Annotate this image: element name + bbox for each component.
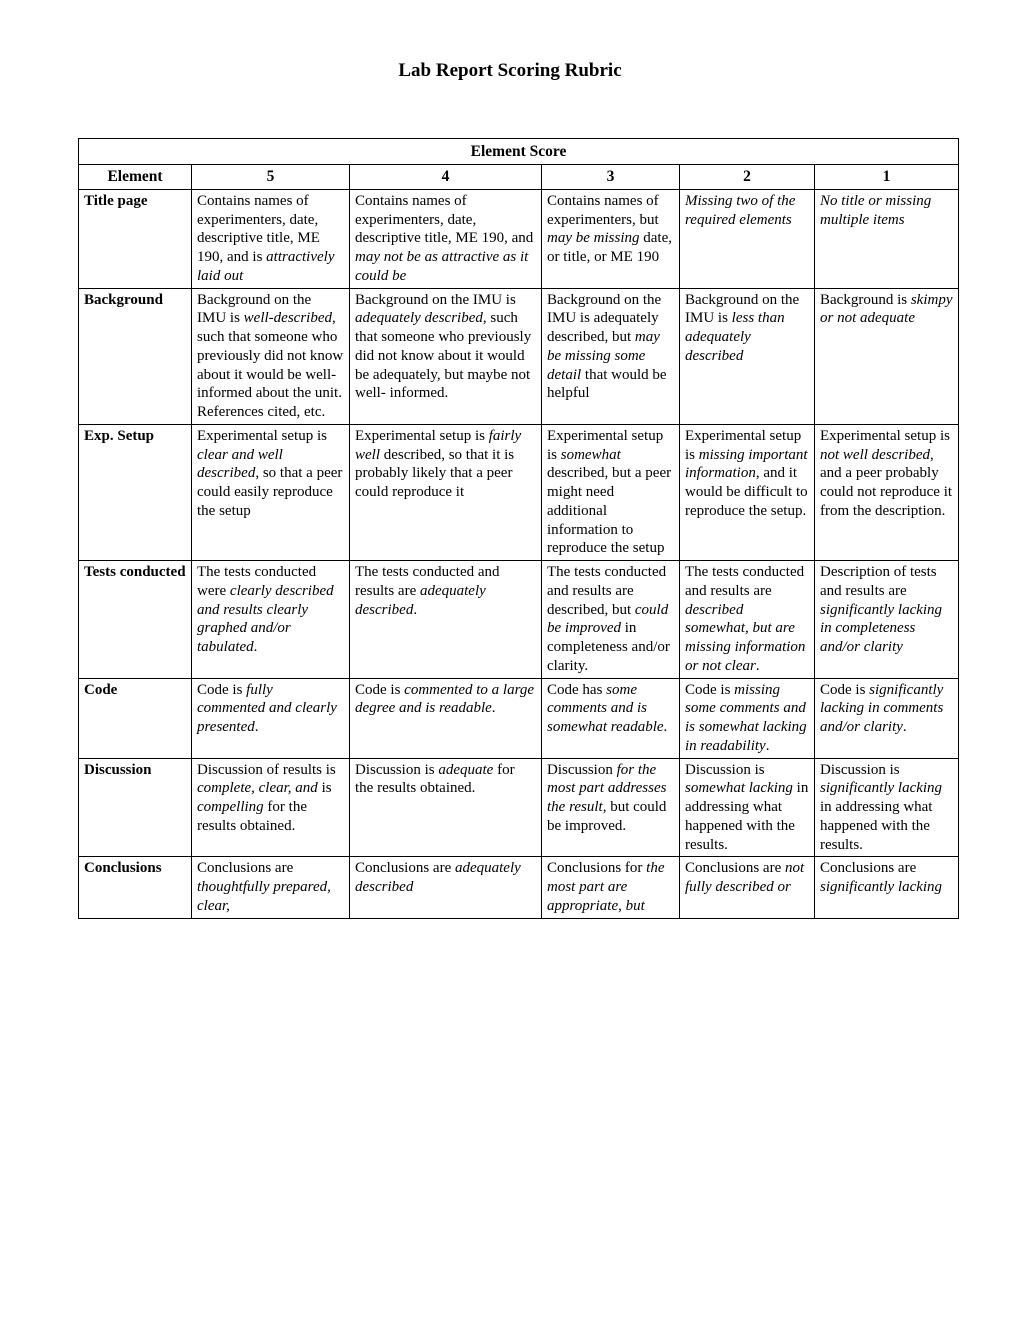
score-cell-3: Conclusions for the most part are approp… bbox=[542, 857, 680, 918]
table-row: ConclusionsConclusions are thoughtfully … bbox=[79, 857, 959, 918]
score-cell-5: Experimental setup is clear and well des… bbox=[192, 424, 350, 560]
table-row: Exp. SetupExperimental setup is clear an… bbox=[79, 424, 959, 560]
score-cell-4: The tests conducted and results are adeq… bbox=[350, 561, 542, 679]
score-cell-4: Discussion is adequate for the results o… bbox=[350, 758, 542, 857]
score-cell-2: Missing two of the required elements bbox=[680, 189, 815, 288]
score-cell-4: Code is commented to a large degree and … bbox=[350, 678, 542, 758]
score-cell-2: Background on the IMU is less than adequ… bbox=[680, 288, 815, 424]
score-cell-1: Background is skimpy or not adequate bbox=[815, 288, 959, 424]
table-header-row: Element 5 4 3 2 1 bbox=[79, 165, 959, 189]
table-row: CodeCode is fully commented and clearly … bbox=[79, 678, 959, 758]
score-cell-3: Discussion for the most part addresses t… bbox=[542, 758, 680, 857]
col-2: 2 bbox=[680, 165, 815, 189]
score-cell-1: Code is significantly lacking in comment… bbox=[815, 678, 959, 758]
table-caption: Element Score bbox=[79, 139, 959, 165]
page-title: Lab Report Scoring Rubric bbox=[78, 60, 942, 82]
table-caption-row: Element Score bbox=[79, 139, 959, 165]
score-cell-3: Experimental setup is somewhat described… bbox=[542, 424, 680, 560]
score-cell-3: Contains names of experimenters, but may… bbox=[542, 189, 680, 288]
score-cell-4: Conclusions are adequately described bbox=[350, 857, 542, 918]
table-row: DiscussionDiscussion of results is compl… bbox=[79, 758, 959, 857]
table-row: Tests conductedThe tests conducted were … bbox=[79, 561, 959, 679]
col-3: 3 bbox=[542, 165, 680, 189]
score-cell-5: Contains names of experimenters, date, d… bbox=[192, 189, 350, 288]
score-cell-5: The tests conducted were clearly describ… bbox=[192, 561, 350, 679]
score-cell-2: Conclusions are not fully described or bbox=[680, 857, 815, 918]
score-cell-4: Contains names of experimenters, date, d… bbox=[350, 189, 542, 288]
score-cell-4: Background on the IMU is adequately desc… bbox=[350, 288, 542, 424]
score-cell-5: Conclusions are thoughtfully prepared, c… bbox=[192, 857, 350, 918]
score-cell-5: Background on the IMU is well-described,… bbox=[192, 288, 350, 424]
score-cell-3: Code has some comments and is somewhat r… bbox=[542, 678, 680, 758]
score-cell-1: Conclusions are significantly lacking bbox=[815, 857, 959, 918]
score-cell-2: Discussion is somewhat lacking in addres… bbox=[680, 758, 815, 857]
score-cell-1: No title or missing multiple items bbox=[815, 189, 959, 288]
table-row: BackgroundBackground on the IMU is well-… bbox=[79, 288, 959, 424]
col-1: 1 bbox=[815, 165, 959, 189]
element-label: Title page bbox=[79, 189, 192, 288]
rubric-table: Element Score Element 5 4 3 2 1 Title pa… bbox=[78, 138, 959, 919]
element-label: Background bbox=[79, 288, 192, 424]
score-cell-1: Description of tests and results are sig… bbox=[815, 561, 959, 679]
score-cell-1: Discussion is significantly lacking in a… bbox=[815, 758, 959, 857]
score-cell-3: The tests conducted and results are desc… bbox=[542, 561, 680, 679]
col-4: 4 bbox=[350, 165, 542, 189]
col-5: 5 bbox=[192, 165, 350, 189]
score-cell-2: Experimental setup is missing important … bbox=[680, 424, 815, 560]
score-cell-5: Code is fully commented and clearly pres… bbox=[192, 678, 350, 758]
element-label: Conclusions bbox=[79, 857, 192, 918]
element-label: Discussion bbox=[79, 758, 192, 857]
table-row: Title pageContains names of experimenter… bbox=[79, 189, 959, 288]
score-cell-5: Discussion of results is complete, clear… bbox=[192, 758, 350, 857]
score-cell-2: The tests conducted and results are desc… bbox=[680, 561, 815, 679]
element-label: Tests conducted bbox=[79, 561, 192, 679]
score-cell-4: Experimental setup is fairly well descri… bbox=[350, 424, 542, 560]
col-element: Element bbox=[79, 165, 192, 189]
score-cell-1: Experimental setup is not well described… bbox=[815, 424, 959, 560]
score-cell-3: Background on the IMU is adequately desc… bbox=[542, 288, 680, 424]
element-label: Exp. Setup bbox=[79, 424, 192, 560]
element-label: Code bbox=[79, 678, 192, 758]
score-cell-2: Code is missing some comments and is som… bbox=[680, 678, 815, 758]
